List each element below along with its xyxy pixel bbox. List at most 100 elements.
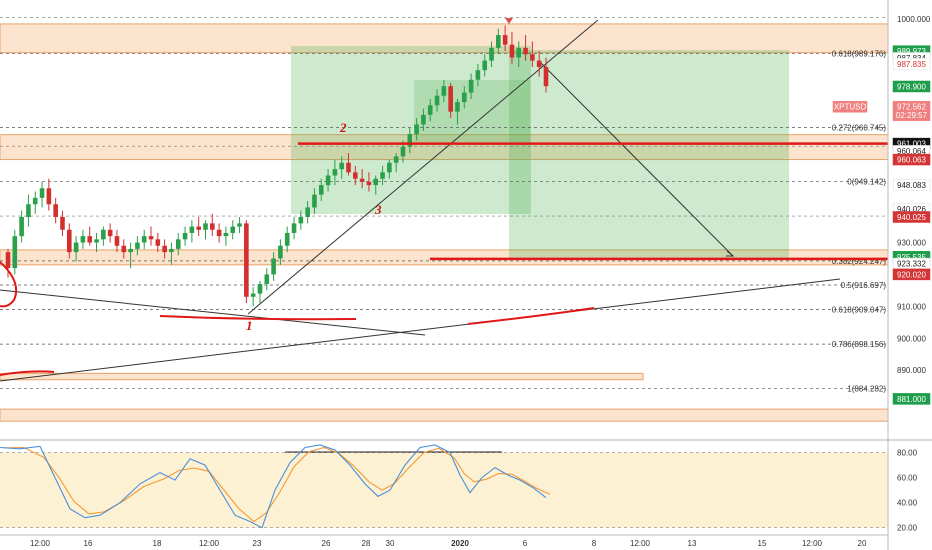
candle-body bbox=[114, 236, 120, 246]
candle-body bbox=[496, 35, 501, 48]
candle-11 bbox=[80, 229, 86, 249]
candle-body bbox=[387, 162, 392, 173]
candle-75 bbox=[516, 41, 522, 68]
candle-48 bbox=[332, 159, 338, 186]
candle-body bbox=[101, 229, 106, 240]
candle-body bbox=[87, 236, 93, 243]
time-axis[interactable]: 12:00 16 18 12:00 23 26 28 30 2020 6 8 12:00 13 15 12:… bbox=[0, 534, 888, 548]
candle-body bbox=[19, 217, 24, 237]
price-tick-7: 930.000 bbox=[897, 239, 926, 248]
candle-body bbox=[196, 226, 201, 230]
candle-28 bbox=[196, 217, 201, 237]
candle-body bbox=[516, 47, 522, 58]
candle-body bbox=[312, 194, 317, 208]
green-box-2 bbox=[509, 50, 789, 260]
candle-40 bbox=[278, 239, 283, 265]
candle-body bbox=[359, 178, 365, 182]
candle-body bbox=[32, 197, 38, 205]
time-tick-8: 2020 bbox=[451, 539, 469, 548]
candle-29 bbox=[203, 220, 208, 240]
candle-0 bbox=[5, 248, 11, 278]
time-tick-4: 23 bbox=[253, 539, 262, 548]
candle-body bbox=[346, 162, 351, 173]
zone-1 bbox=[0, 134, 889, 161]
candle-9 bbox=[66, 223, 72, 259]
stoch-tick-2: 40.00 bbox=[897, 499, 918, 508]
candle-22 bbox=[155, 232, 161, 253]
candle-44 bbox=[305, 201, 310, 224]
trend-line-0 bbox=[0, 289, 426, 336]
red-stroke-low bbox=[159, 315, 357, 321]
badge-bg-6 bbox=[892, 109, 931, 121]
zone-3 bbox=[0, 372, 644, 381]
candle-49 bbox=[339, 156, 344, 179]
candle-body bbox=[284, 232, 290, 246]
badge-7: 961.003 bbox=[897, 140, 926, 149]
green-box-1 bbox=[291, 46, 531, 214]
candle-body bbox=[237, 223, 242, 227]
fib-levels: 0.618(989.176) 0.272(960.745) 0(949.142) 0.… bbox=[0, 17, 888, 393]
candle-body bbox=[468, 79, 474, 93]
candle-70 bbox=[482, 54, 488, 77]
time-tick-0: 12:00 bbox=[30, 539, 51, 548]
badge-12: 940.025 bbox=[897, 213, 926, 222]
candle-body bbox=[46, 188, 52, 205]
candle-body bbox=[475, 70, 481, 80]
badge-5: 972.562 bbox=[897, 103, 926, 112]
candle-10 bbox=[73, 236, 79, 262]
badge-bg-15 bbox=[892, 268, 931, 281]
candle-63 bbox=[434, 89, 440, 112]
annotation-3: 3 bbox=[374, 202, 382, 217]
candle-73 bbox=[502, 25, 508, 52]
price-axis[interactable]: 1000.000 930.000 910.000 900.000 890.000 bbox=[887, 0, 931, 550]
candle-body bbox=[461, 92, 467, 103]
candle-body bbox=[291, 223, 297, 233]
badge-bg-2 bbox=[892, 58, 931, 70]
badge-bg-3 bbox=[892, 80, 931, 93]
candle-body bbox=[94, 239, 99, 243]
candle-46 bbox=[318, 178, 324, 202]
candle-12 bbox=[87, 226, 93, 246]
candle-5 bbox=[39, 181, 45, 208]
badge-2: 987.835 bbox=[897, 60, 926, 69]
stochastic-pane: 80.00 60.00 40.00 20.00 bbox=[0, 439, 932, 533]
zone-0 bbox=[0, 23, 889, 54]
badge-8: 960.064 bbox=[897, 147, 926, 156]
candle-47 bbox=[325, 169, 331, 192]
time-tick-15: 20 bbox=[858, 539, 867, 548]
candle-2 bbox=[19, 210, 24, 243]
fib-label-3: 0.382(924.247) bbox=[832, 257, 887, 266]
fib-label-5: 0.618(909.047) bbox=[832, 305, 887, 314]
candle-36 bbox=[250, 287, 256, 307]
candle-67 bbox=[461, 86, 467, 109]
candle-body bbox=[366, 181, 372, 186]
candlestick-series bbox=[5, 25, 549, 307]
candle-55 bbox=[380, 165, 385, 186]
candle-body bbox=[216, 229, 222, 237]
candle-77 bbox=[530, 41, 535, 68]
candle-body bbox=[121, 245, 127, 253]
stoch-tick-0: 80.00 bbox=[897, 449, 918, 458]
time-tick-1: 16 bbox=[84, 539, 93, 548]
time-tick-13: 15 bbox=[758, 539, 767, 548]
stoch-tick-1: 60.00 bbox=[897, 474, 918, 483]
candle-body bbox=[339, 162, 344, 170]
candle-43 bbox=[298, 210, 304, 230]
candle-51 bbox=[353, 165, 358, 186]
candle-body bbox=[482, 60, 488, 71]
candle-66 bbox=[455, 98, 460, 125]
candle-16 bbox=[114, 229, 120, 253]
candle-6 bbox=[46, 178, 52, 211]
candle-body bbox=[441, 86, 447, 96]
badge-9: 960.063 bbox=[897, 156, 926, 165]
candle-body bbox=[414, 124, 419, 135]
time-tick-7: 30 bbox=[386, 539, 395, 548]
fib-label-1: 0.272(960.745) bbox=[832, 124, 887, 133]
candle-body bbox=[427, 105, 433, 115]
candle-body bbox=[210, 223, 215, 230]
candle-body bbox=[353, 172, 358, 179]
candle-31 bbox=[216, 223, 222, 243]
candle-21 bbox=[148, 226, 154, 246]
candle-body bbox=[407, 134, 413, 147]
candle-body bbox=[278, 245, 283, 259]
